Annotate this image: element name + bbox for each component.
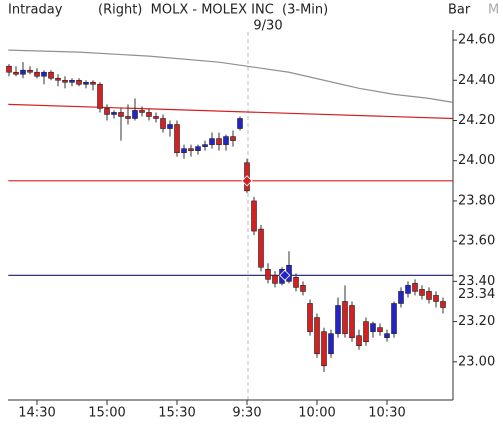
candle-body — [300, 285, 306, 292]
candle-body — [69, 79, 75, 83]
overlay-line — [8, 103, 453, 120]
candle-body — [181, 148, 187, 153]
candle-body — [335, 305, 341, 334]
candle-body — [83, 81, 89, 85]
candle-body — [27, 69, 33, 73]
candle-body — [62, 79, 68, 83]
candle-body — [132, 110, 138, 119]
candle-body — [153, 116, 159, 119]
candle-body — [174, 124, 180, 153]
y-tick-label: 24.00 — [458, 153, 495, 168]
x-tick-label: 15:00 — [88, 406, 125, 421]
y-tick-label: 23.20 — [458, 314, 495, 329]
overlay-line — [8, 49, 453, 103]
y-tick-label: 24.40 — [458, 73, 495, 88]
candle-body — [223, 136, 229, 145]
candle-body — [237, 118, 243, 129]
y-tick-label: 24.20 — [458, 113, 495, 128]
style-label: Bar — [448, 3, 471, 18]
last-price-label: 23.34 — [458, 287, 495, 302]
candle-body — [342, 301, 348, 334]
candle-body — [419, 289, 425, 296]
candle-body — [6, 65, 12, 73]
y-tick-label: 23.60 — [458, 234, 495, 249]
candle-body — [48, 71, 54, 79]
y-tick-label: 23.40 — [458, 274, 495, 289]
candle-body — [195, 146, 201, 151]
candle-body — [230, 136, 236, 141]
candle-body — [13, 71, 19, 75]
candle-body — [125, 116, 131, 119]
candle-body — [55, 77, 61, 81]
candle-body — [76, 79, 82, 85]
y-tick-label: 23.80 — [458, 193, 495, 208]
candle-body — [41, 71, 47, 77]
candle-body — [97, 83, 103, 109]
x-tick-label: 9:30 — [232, 406, 261, 421]
chart-title: (Right) MOLX - MOLEX INC (3-Min) — [98, 3, 328, 18]
candle-body — [265, 268, 271, 280]
candle-body — [307, 303, 313, 332]
candle-body — [139, 110, 145, 113]
candle-body — [349, 305, 355, 338]
candle-body — [216, 138, 222, 145]
candle-body — [104, 108, 110, 115]
candle-body — [321, 331, 327, 367]
candle-body — [293, 277, 299, 288]
x-tick-label: 14:30 — [18, 406, 55, 421]
candle-body — [405, 285, 411, 294]
mode-label: Intraday — [8, 3, 63, 18]
candle-body — [160, 118, 166, 129]
candle-body — [377, 327, 383, 332]
x-tick-label: 10:00 — [298, 406, 335, 421]
candle-body — [328, 333, 334, 355]
candle-body — [314, 317, 320, 355]
candle-body — [412, 283, 418, 292]
candle-body — [90, 81, 96, 85]
candle-body — [426, 291, 432, 300]
candle-body — [251, 200, 257, 232]
candle-body — [188, 148, 194, 151]
candle-body — [440, 301, 446, 308]
candle-body — [384, 333, 390, 338]
candle-body — [34, 71, 40, 77]
candle-body — [167, 124, 173, 129]
candle-body — [363, 321, 369, 342]
date-label: 9/30 — [253, 19, 282, 34]
candle-body — [258, 228, 264, 268]
candle-body — [433, 295, 439, 302]
marker — [241, 175, 253, 187]
candle-body — [111, 112, 117, 115]
menu-label: M — [488, 3, 499, 18]
candle-body — [391, 303, 397, 334]
y-tick-label: 24.60 — [458, 33, 495, 48]
x-tick-label: 10:30 — [368, 406, 405, 421]
candle-body — [118, 112, 124, 117]
marker — [279, 269, 291, 281]
y-tick-label: 23.00 — [458, 354, 495, 369]
candle-body — [356, 335, 362, 347]
candle-body — [146, 112, 152, 117]
candle-body — [272, 275, 278, 284]
candle-body — [209, 138, 215, 145]
candle-body — [20, 69, 26, 75]
candle-body — [370, 323, 376, 332]
candle-body — [202, 144, 208, 147]
x-tick-label: 15:30 — [158, 406, 195, 421]
candle-body — [398, 291, 404, 304]
